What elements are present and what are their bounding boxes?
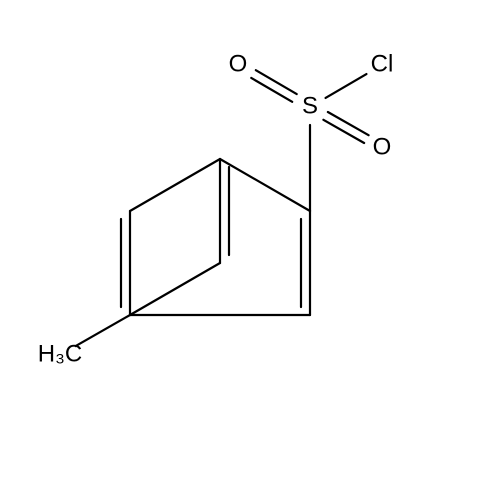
bond-single [326, 74, 367, 98]
atom-label-o1: O [229, 50, 248, 77]
atom-label-cl: Cl [371, 50, 394, 77]
molecule-diagram: H₃C S O O Cl [0, 0, 500, 500]
bond-single [76, 315, 130, 346]
bond-double [328, 112, 369, 135]
bond-double [323, 120, 364, 143]
bond-double [251, 78, 292, 102]
bond-single [130, 263, 220, 315]
bond-single [130, 159, 220, 211]
bond-double [256, 70, 297, 94]
atom-label-ch3: H₃C [38, 340, 82, 367]
bond-single [220, 159, 310, 211]
atom-label-o2: O [373, 133, 392, 160]
atom-label-s: S [302, 92, 318, 119]
